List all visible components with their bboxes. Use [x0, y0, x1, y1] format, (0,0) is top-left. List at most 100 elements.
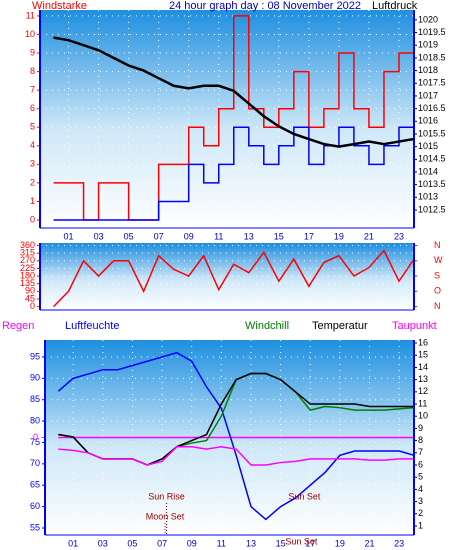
x-tick-label: 19	[335, 538, 345, 548]
y2-tick-label: 1014	[418, 166, 438, 176]
y2-tick-label: 1018.5	[418, 52, 446, 62]
x-tick-label: 23	[394, 538, 404, 548]
y2-tick-label: 12	[418, 386, 428, 396]
y2-tick-label: 13	[418, 374, 428, 384]
annotation: Sun Rise	[148, 491, 185, 501]
y-tick-label: 9	[30, 47, 35, 57]
y-tick-label: 75	[30, 437, 40, 447]
x-tick-label: 01	[68, 538, 78, 548]
y2-tick-label: 1015.5	[418, 128, 446, 138]
x-tick-label: 05	[124, 231, 134, 241]
y2-tick-label: 8	[418, 435, 423, 445]
y2-tick-label: N	[434, 240, 441, 250]
x-tick-label: 13	[244, 231, 254, 241]
y2-tick-label: 2	[418, 508, 423, 518]
y-tick-label: 1	[30, 196, 35, 206]
x-tick-label: 21	[365, 538, 375, 548]
y-tick-label: 0	[30, 301, 35, 311]
x-tick-label: 09	[184, 231, 194, 241]
y2-tick-label: 1014.5	[418, 154, 446, 164]
y2-tick-label: 1019.5	[418, 27, 446, 37]
y-tick-label: 70	[30, 458, 40, 468]
y2-tick-label: 1	[418, 520, 423, 530]
y-tick-label: 60	[30, 501, 40, 511]
y-tick-label: 90	[30, 373, 40, 383]
legend-label: Temperatur	[312, 320, 368, 332]
y2-tick-label: N	[434, 301, 441, 311]
series-line	[57, 351, 415, 521]
y-tick-label: 135	[20, 278, 35, 288]
y-tick-label: 90	[25, 286, 35, 296]
y2-tick-label: 1019	[418, 40, 438, 50]
plot-background	[40, 10, 414, 228]
y-tick-label: 45	[25, 293, 35, 303]
y-tick-label: 85	[30, 394, 40, 404]
y-tick-label: 8	[30, 66, 35, 76]
y-tick-label: 65	[30, 480, 40, 490]
x-tick-label: 03	[98, 538, 108, 548]
y2-tick-label: 1017	[418, 90, 438, 100]
y-tick-label: 10	[25, 29, 35, 39]
x-tick-label: 05	[127, 538, 137, 548]
y2-tick-label: 1013.5	[418, 179, 446, 189]
x-tick-label: 07	[154, 231, 164, 241]
x-tick-label: 13	[246, 538, 256, 548]
y-tick-label: 0	[30, 214, 35, 224]
y-tick-label: 315	[20, 248, 35, 258]
y2-tick-label: 4	[418, 484, 423, 494]
annotation: Sun Set	[285, 536, 318, 546]
y2-tick-label: S	[434, 270, 440, 280]
y2-axis-title: Luftdruck	[372, 0, 418, 12]
series-line	[52, 249, 415, 308]
x-tick-label: 19	[334, 231, 344, 241]
y2-tick-label: 1018	[418, 65, 438, 75]
y2-tick-label: 3	[418, 496, 423, 506]
y-axis-title: Windstarke	[32, 0, 87, 12]
x-tick-label: 15	[274, 231, 284, 241]
x-tick-label: 11	[214, 231, 223, 241]
y2-tick-label: 15	[418, 350, 428, 360]
y2-tick-label: 1020	[418, 14, 438, 24]
legend-label: Luftfeuchte	[65, 320, 119, 332]
annotation: Sun Set	[288, 491, 321, 501]
y-tick-label: 5	[30, 122, 35, 132]
y2-tick-label: 6	[418, 459, 423, 469]
y2-tick-label: 16	[418, 337, 428, 347]
y-tick-label: 95	[30, 351, 40, 361]
legend-label: Regen	[2, 320, 34, 332]
y-tick-label: 7	[30, 85, 35, 95]
x-tick-label: 07	[157, 538, 167, 548]
y-tick-label: 11	[26, 10, 35, 20]
y2-tick-label: 1013	[418, 192, 438, 202]
y-tick-label: 6	[30, 103, 35, 113]
y2-tick-label: 1012.5	[418, 204, 446, 214]
y2-tick-label: W	[434, 255, 443, 265]
x-tick-label: 17	[304, 231, 314, 241]
legend-label: Windchill	[245, 320, 289, 332]
series-line	[53, 15, 415, 221]
series-line	[58, 445, 414, 466]
y-tick-label: 80	[30, 415, 40, 425]
series-line	[53, 36, 415, 148]
y-tick-label: 180	[20, 270, 35, 280]
y2-tick-label: 9	[418, 423, 423, 433]
x-tick-label: 23	[394, 231, 404, 241]
y-tick-label: 270	[20, 255, 35, 265]
y2-tick-label: 11	[418, 398, 427, 408]
y2-tick-label: 1016	[418, 116, 438, 126]
annotation: Moon Set	[146, 511, 185, 521]
legend-label: Taupunkt	[392, 320, 437, 332]
x-tick-label: 03	[94, 231, 104, 241]
x-tick-label: 21	[364, 231, 374, 241]
y-tick-label: 3	[30, 159, 35, 169]
x-tick-label: 09	[187, 538, 197, 548]
y2-tick-label: 14	[418, 362, 428, 372]
y2-tick-label: 1017.5	[418, 78, 446, 88]
x-tick-label: 15	[276, 538, 286, 548]
y2-tick-label: O	[434, 286, 441, 296]
y-tick-label: 4	[30, 140, 35, 150]
y2-tick-label: 5	[418, 472, 423, 482]
series-line	[53, 126, 415, 221]
y-tick-label: 360	[20, 240, 35, 250]
